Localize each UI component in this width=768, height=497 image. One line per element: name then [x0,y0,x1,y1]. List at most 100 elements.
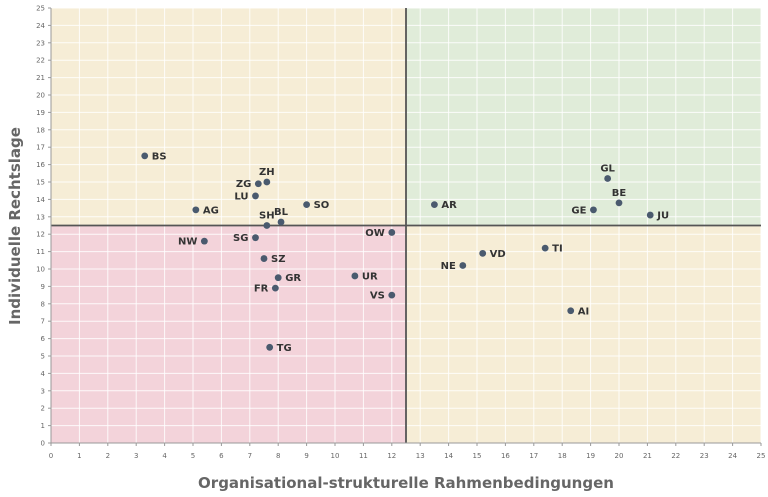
data-point-ti: TI [541,244,563,255]
x-tick-label: 20 [615,452,624,460]
x-tick-label: 6 [219,452,224,460]
quadrant-backgrounds [51,8,761,443]
y-tick-label: 16 [36,161,45,169]
point-marker [263,178,271,186]
point-marker [590,206,597,214]
x-tick-label: 2 [106,452,110,460]
x-tick-label: 4 [162,452,167,460]
point-label: BE [612,188,627,199]
point-label: OW [365,228,385,239]
point-label: LU [234,191,248,202]
data-point-ai: AI [567,306,589,317]
data-point-fr: FR [254,284,279,295]
y-tick-label: 25 [36,5,45,13]
y-tick-label: 12 [36,231,45,239]
point-marker [567,307,575,315]
y-tick-label: 5 [41,353,45,361]
point-marker [351,272,359,280]
point-marker [260,255,268,262]
data-point-gr: GR [274,273,301,284]
point-label: SO [314,200,330,211]
data-point-ge: GE [571,205,597,216]
x-tick-label: 11 [359,452,368,460]
point-label: AR [441,200,457,211]
x-tick-label: 1 [77,452,81,460]
point-label: TI [552,244,563,255]
data-point-bs: BS [141,151,167,162]
point-marker [541,244,549,252]
point-marker [431,201,438,209]
quadrant-top-left [51,8,406,226]
y-tick-label: 19 [36,109,45,117]
point-label: AI [578,306,589,317]
y-tick-label: 11 [36,248,45,256]
y-tick-label: 4 [41,370,46,378]
quadrant-top-right [406,8,761,226]
data-point-tg: TG [266,343,292,354]
y-tick-label: 22 [36,57,45,65]
point-label: GE [571,205,586,216]
point-marker [141,152,149,160]
y-tick-label: 10 [36,266,45,274]
data-point-sh: SH [259,211,275,229]
point-marker [388,229,396,236]
x-axis-title: Organisational-strukturelle Rahmenbeding… [198,474,614,492]
point-marker [274,274,282,282]
point-marker [388,291,396,299]
quadrant-bottom-left [51,225,406,443]
point-label: NW [178,237,197,248]
point-marker [254,180,262,188]
y-tick-label: 23 [36,39,45,47]
point-label: BS [152,151,167,162]
point-marker [479,249,487,257]
x-tick-label: 22 [671,452,680,460]
y-tick-label: 20 [36,92,45,100]
point-label: UR [362,271,378,282]
x-tick-label: 18 [558,452,567,460]
data-point-lu: LU [234,191,259,202]
x-tick-label: 7 [248,452,252,460]
point-marker [263,222,271,229]
x-tick-label: 23 [700,452,709,460]
point-label: AG [203,205,219,216]
data-point-vs: VS [370,291,396,302]
x-tick-labels: 0 1 2 3 4 5 6 7 8 9 10 11 12 13 14 15 16 17 18 19 20 21 22 23 24… [49,443,765,460]
y-tick-label: 7 [41,318,45,326]
x-tick-label: 9 [304,452,308,460]
data-point-ne: NE [441,261,467,272]
data-point-vd: VD [479,249,506,260]
data-point-bl: BL [274,207,289,226]
point-label: SZ [271,254,285,265]
point-label: JU [656,211,669,222]
y-tick-label: 18 [36,126,45,134]
point-marker [252,192,259,200]
data-point-ow: OW [365,228,396,239]
point-label: GR [285,273,301,284]
point-marker [266,343,274,351]
data-point-nw: NW [178,237,208,248]
y-tick-label: 2 [41,405,45,413]
y-tick-label: 24 [36,22,45,30]
data-point-ar: AR [431,200,457,211]
data-point-zh: ZH [259,167,275,186]
point-marker [192,206,200,214]
x-tick-label: 0 [49,452,53,460]
data-point-sz: SZ [260,254,285,265]
point-marker [459,262,467,269]
x-tick-label: 3 [134,452,138,460]
quadrant-dividers [51,8,761,443]
point-marker [200,237,208,245]
y-tick-label: 6 [41,335,46,343]
x-tick-label: 12 [387,452,396,460]
point-marker [277,218,285,226]
point-label: ZH [259,167,275,178]
y-axis-title: Individuelle Rechtslage [6,127,24,325]
x-tick-label: 10 [331,452,340,460]
axes [50,8,761,444]
point-label: SG [233,233,248,244]
x-tick-label: 24 [728,452,737,460]
data-point-gl: GL [600,164,616,182]
x-tick-label: 8 [276,452,280,460]
